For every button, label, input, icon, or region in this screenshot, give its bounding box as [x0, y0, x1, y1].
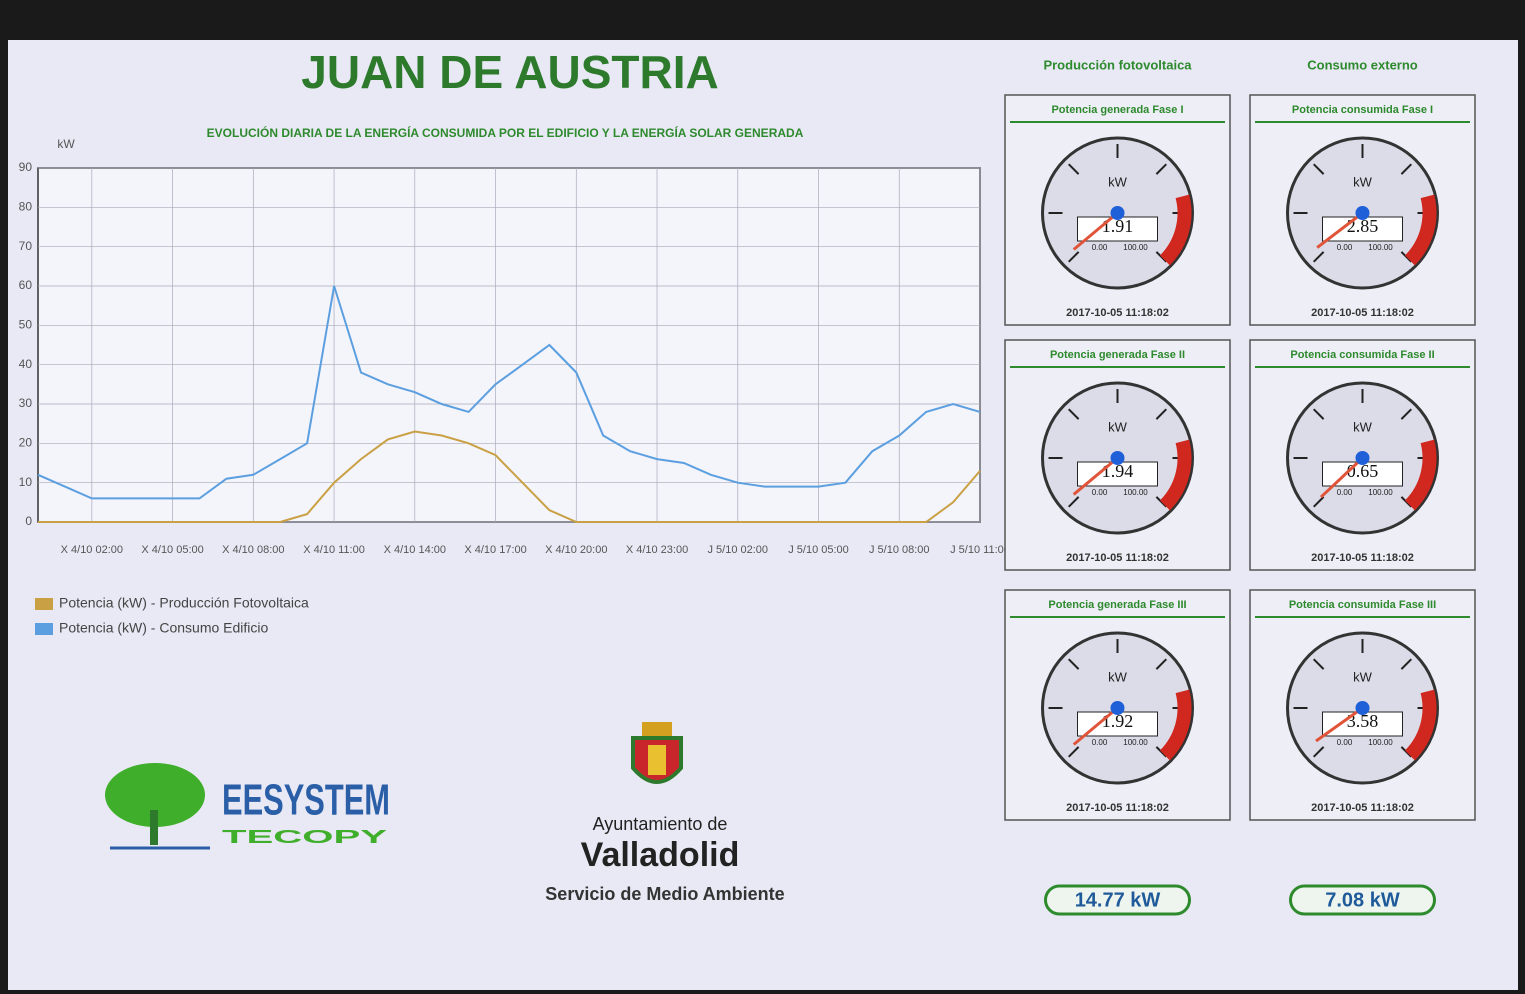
range-max: 100.00 [1123, 243, 1148, 252]
x-tick-label: X 4/10 14:00 [384, 544, 446, 556]
column-header: Consumo externo [1307, 57, 1418, 72]
screen: JUAN DE AUSTRIA EVOLUCIÓN DIARIA DE LA E… [0, 0, 1525, 994]
legend-label: Potencia (kW) - Consumo Edificio [59, 620, 269, 636]
city-service: Servicio de Medio Ambiente [545, 884, 784, 904]
page-title: JUAN DE AUSTRIA [301, 46, 718, 98]
gauge-title: Potencia consumida Fase II [1290, 349, 1434, 361]
gauge-timestamp: 2017-10-05 11:18:02 [1311, 802, 1414, 814]
x-tick-label: J 5/10 02:00 [707, 544, 768, 556]
range-min: 0.00 [1092, 243, 1108, 252]
company-subname: TECOPY [222, 827, 387, 847]
x-tick-label: X 4/10 11:00 [303, 544, 365, 556]
range-min: 0.00 [1337, 738, 1353, 747]
y-tick-label: 70 [19, 239, 33, 253]
gauge-unit: kW [1353, 669, 1373, 684]
needle-hub [1356, 701, 1370, 715]
range-min: 0.00 [1337, 243, 1353, 252]
gauge-title: Potencia generada Fase III [1048, 599, 1186, 611]
x-tick-label: X 4/10 05:00 [141, 544, 203, 556]
range-max: 100.00 [1123, 488, 1148, 497]
x-tick-label: X 4/10 23:00 [626, 544, 688, 556]
gauge-timestamp: 2017-10-05 11:18:02 [1066, 552, 1169, 564]
range-max: 100.00 [1368, 488, 1393, 497]
city-line1: Ayuntamiento de [593, 814, 728, 834]
range-max: 100.00 [1123, 738, 1148, 747]
range-max: 100.00 [1368, 243, 1393, 252]
y-tick-label: 40 [19, 357, 33, 371]
y-tick-label: 90 [19, 160, 33, 174]
x-tick-label: X 4/10 20:00 [545, 544, 607, 556]
chart-title: EVOLUCIÓN DIARIA DE LA ENERGÍA CONSUMIDA… [207, 125, 804, 140]
x-tick-label: X 4/10 17:00 [464, 544, 526, 556]
x-tick-label: X 4/10 02:00 [61, 544, 123, 556]
column-header: Producción fotovoltaica [1043, 57, 1192, 72]
gauge-timestamp: 2017-10-05 11:18:02 [1066, 307, 1169, 319]
y-tick-label: 60 [19, 278, 33, 292]
y-tick-label: 30 [19, 396, 33, 410]
gauge-unit: kW [1353, 174, 1373, 189]
range-min: 0.00 [1337, 488, 1353, 497]
total-value: 7.08 kW [1325, 889, 1400, 911]
needle-hub [1356, 206, 1370, 220]
range-min: 0.00 [1092, 488, 1108, 497]
legend-label: Potencia (kW) - Producción Fotovoltaica [59, 595, 309, 611]
gauge-title: Potencia generada Fase II [1050, 349, 1185, 361]
needle-hub [1356, 451, 1370, 465]
x-tick-label: J 5/10 05:00 [788, 544, 849, 556]
crown [642, 722, 672, 736]
gauge-title: Potencia consumida Fase I [1292, 104, 1433, 116]
range-min: 0.00 [1092, 738, 1108, 747]
needle-hub [1111, 451, 1125, 465]
gauge-timestamp: 2017-10-05 11:18:02 [1311, 552, 1414, 564]
y-tick-label: 10 [19, 475, 33, 489]
gauge-title: Potencia generada Fase I [1051, 104, 1183, 116]
page: JUAN DE AUSTRIA EVOLUCIÓN DIARIA DE LA E… [0, 0, 1525, 994]
y-tick-label: 0 [25, 514, 32, 528]
gauge-unit: kW [1108, 669, 1128, 684]
logo-trunk [150, 810, 158, 845]
gauge-title: Potencia consumida Fase III [1289, 599, 1436, 611]
gauge-unit: kW [1108, 419, 1128, 434]
gauge-timestamp: 2017-10-05 11:18:02 [1311, 307, 1414, 319]
y-tick-label: 20 [19, 436, 33, 450]
legend-swatch [35, 623, 53, 635]
range-max: 100.00 [1368, 738, 1393, 747]
gauge-unit: kW [1353, 419, 1373, 434]
gauge-unit: kW [1108, 174, 1128, 189]
x-tick-label: J 5/10 11:00 [950, 544, 1010, 556]
company-name: EESYSTEM [222, 776, 390, 825]
x-tick-label: J 5/10 08:00 [869, 544, 930, 556]
gauge-timestamp: 2017-10-05 11:18:02 [1066, 802, 1169, 814]
total-value: 14.77 kW [1075, 889, 1161, 911]
needle-hub [1111, 206, 1125, 220]
x-tick-label: X 4/10 08:00 [222, 544, 284, 556]
legend-swatch [35, 598, 53, 610]
y-tick-label: 80 [19, 200, 33, 214]
gauge-card: Potencia consumida Fase IIIkW3.580.00100… [1250, 590, 1475, 820]
city-line2: Valladolid [581, 836, 740, 874]
y-tick-label: 50 [19, 318, 33, 332]
needle-hub [1111, 701, 1125, 715]
shield-center [648, 745, 666, 775]
y-axis-label: kW [57, 137, 75, 151]
